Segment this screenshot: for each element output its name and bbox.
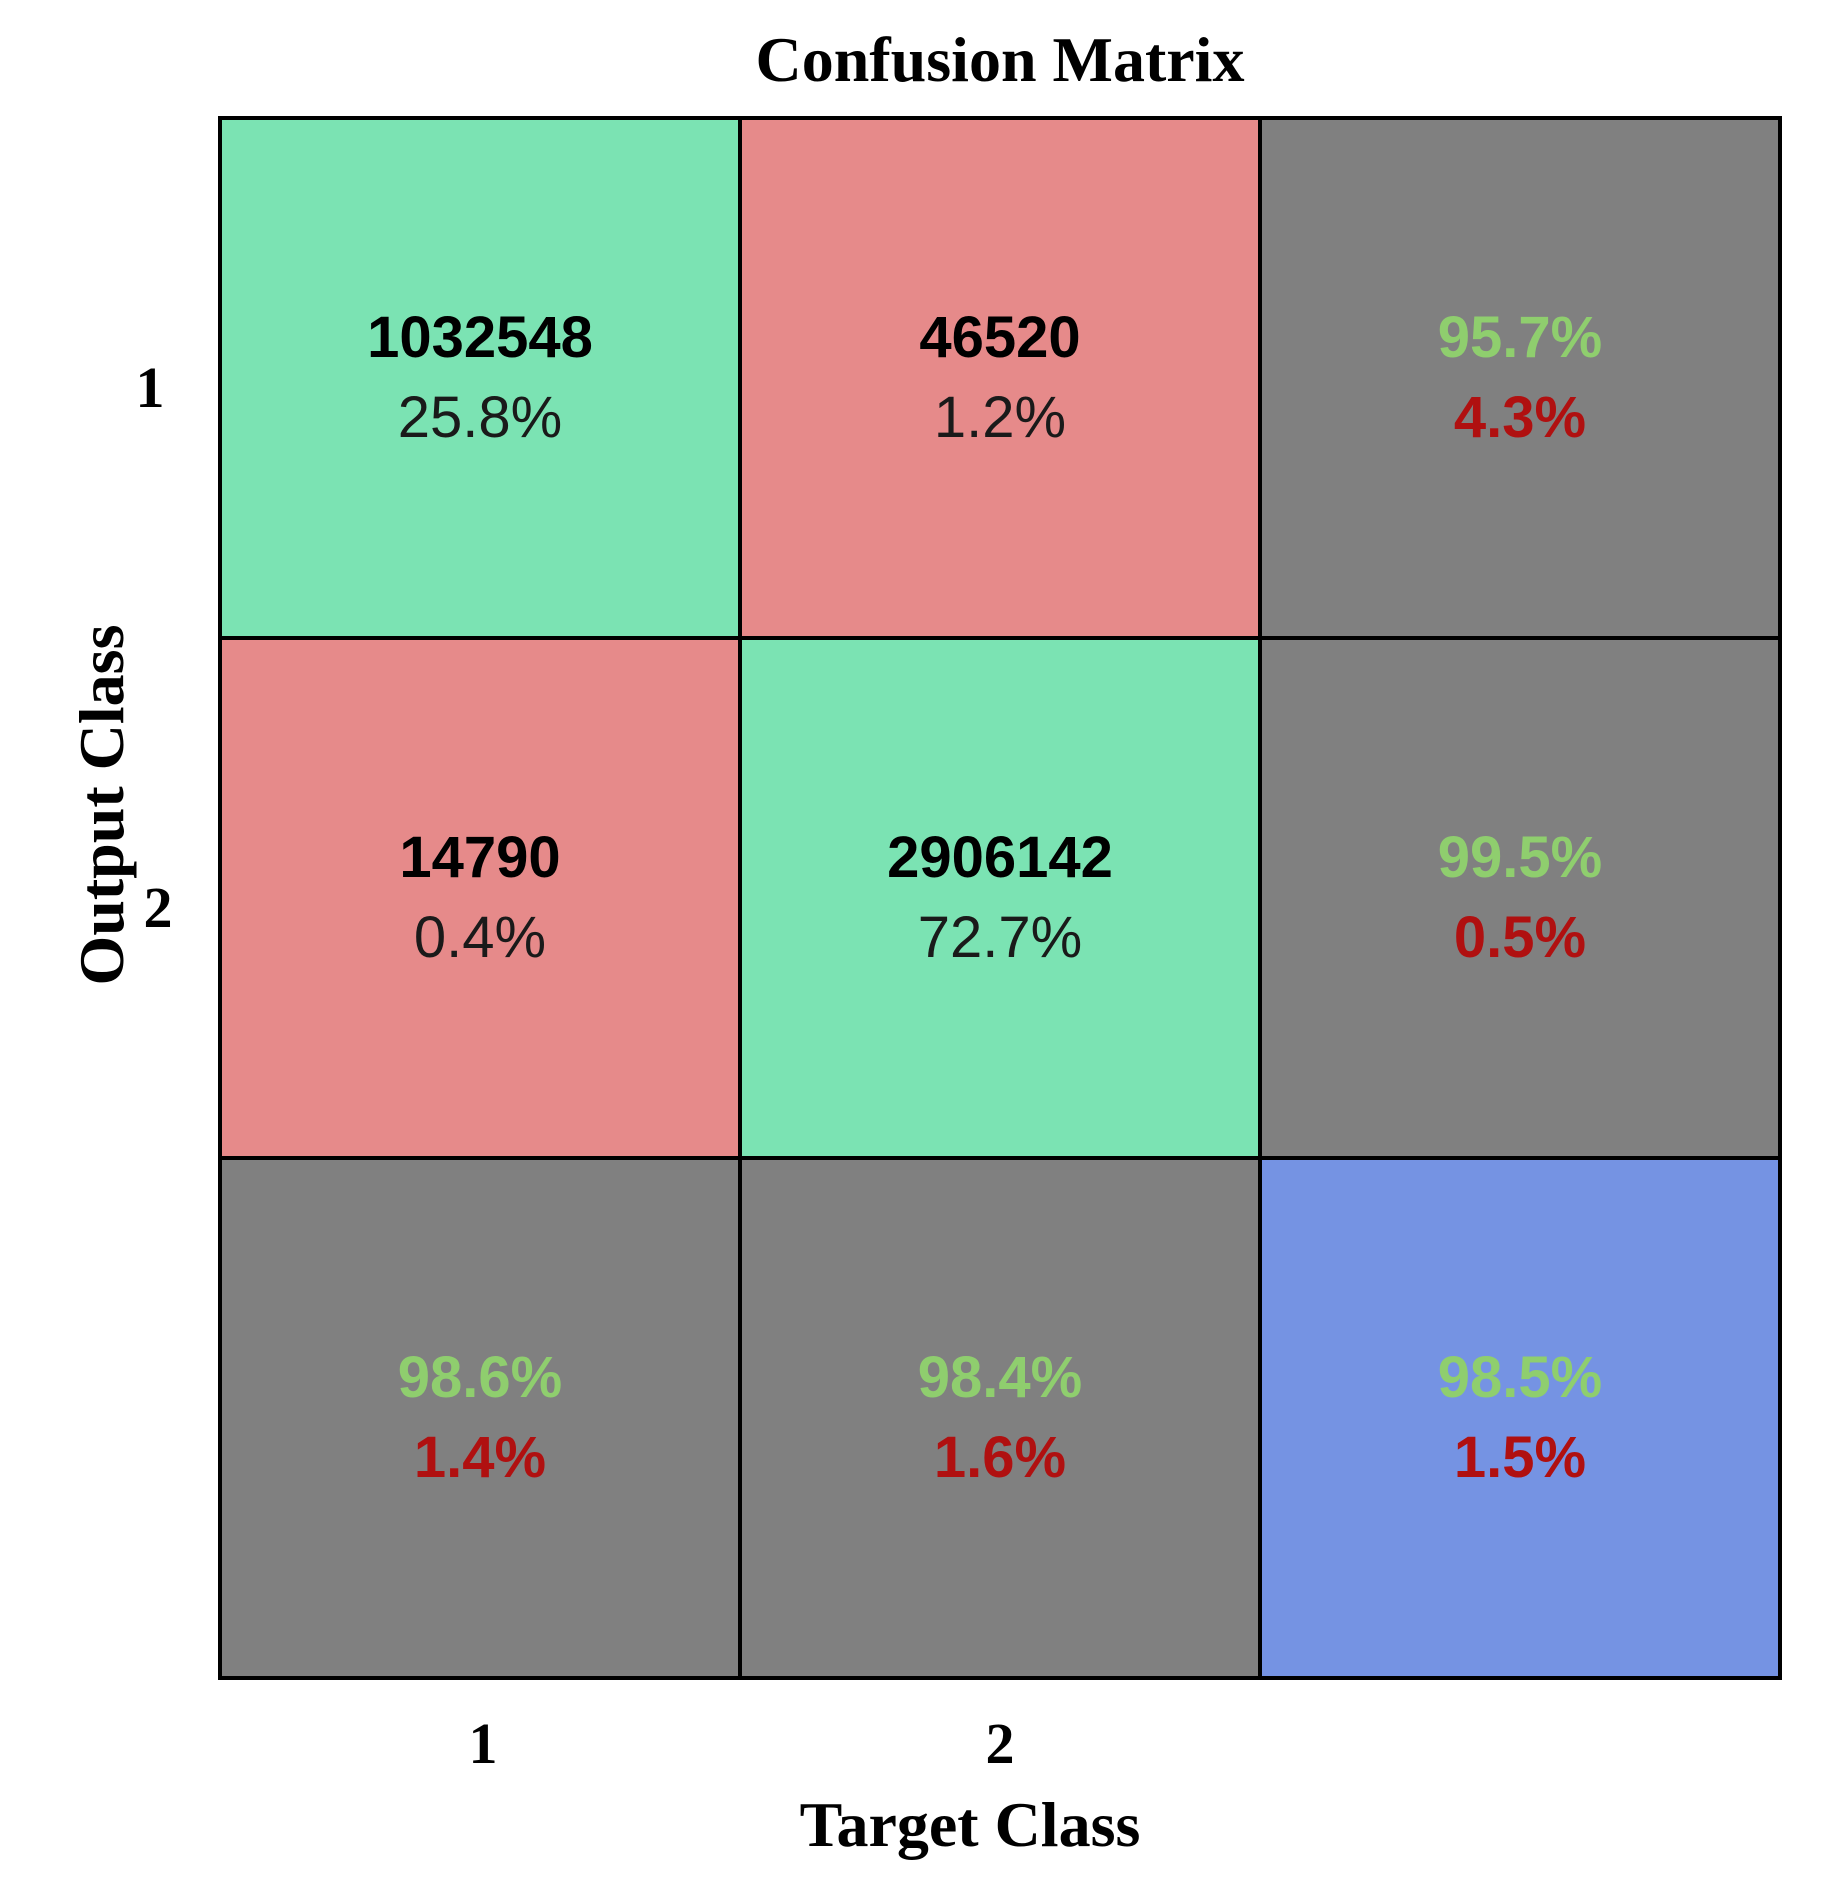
- chart-title: Confusion Matrix: [755, 24, 1245, 95]
- cell-error-rate: 4.3%: [1453, 385, 1587, 450]
- cell-error-rate: 1.6%: [933, 1425, 1067, 1490]
- cell-percentage: 25.8%: [397, 385, 563, 450]
- matrix-cell-r3-c3: 98.5% 1.5%: [1262, 1160, 1778, 1676]
- matrix-cell-r1-c3: 95.7% 4.3%: [1262, 120, 1778, 636]
- cell-accuracy: 98.4%: [917, 1345, 1083, 1410]
- cell-accuracy: 95.7%: [1437, 305, 1603, 370]
- cell-count: 14790: [399, 825, 561, 890]
- col-tick-1: 1: [468, 1711, 498, 1776]
- cell-percentage: 0.4%: [413, 905, 547, 970]
- cell-error-rate: 0.5%: [1453, 905, 1587, 970]
- matrix-cell-r1-c1: 1032548 25.8%: [222, 120, 738, 636]
- col-tick-2: 2: [985, 1711, 1015, 1776]
- matrix-cell-r3-c1: 98.6% 1.4%: [222, 1160, 738, 1676]
- matrix-cell-r2-c2: 2906142 72.7%: [742, 640, 1258, 1156]
- cell-accuracy: 98.6%: [397, 1345, 563, 1410]
- matrix-cell-r3-c2: 98.4% 1.6%: [742, 1160, 1258, 1676]
- cell-count: 2906142: [887, 825, 1113, 890]
- matrix-cell-r2-c1: 14790 0.4%: [222, 640, 738, 1156]
- cell-error-rate: 1.5%: [1453, 1425, 1587, 1490]
- row-tick-1: 1: [135, 355, 165, 420]
- cell-percentage: 1.2%: [933, 385, 1067, 450]
- x-axis-label: Target Class: [799, 1789, 1141, 1860]
- cell-error-rate: 1.4%: [413, 1425, 547, 1490]
- matrix-cell-r2-c3: 99.5% 0.5%: [1262, 640, 1778, 1156]
- row-tick-2: 2: [143, 875, 173, 940]
- matrix-cell-r1-c2: 46520 1.2%: [742, 120, 1258, 636]
- cell-accuracy: 98.5%: [1437, 1345, 1603, 1410]
- confusion-matrix-grid: 1032548 25.8% 46520 1.2% 95.7% 4.3% 14790 0.4% 2…: [218, 116, 1782, 1680]
- cell-percentage: 72.7%: [917, 905, 1083, 970]
- y-axis-label: Output Class: [66, 624, 137, 986]
- cell-accuracy: 99.5%: [1437, 825, 1603, 890]
- cell-count: 46520: [919, 305, 1081, 370]
- cell-count: 1032548: [367, 305, 593, 370]
